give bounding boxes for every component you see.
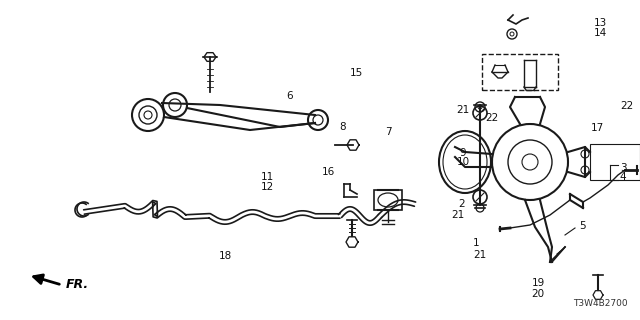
Text: FR.: FR.: [66, 278, 89, 292]
Text: 9: 9: [460, 148, 467, 158]
Text: 2: 2: [459, 199, 465, 209]
Text: 21: 21: [451, 210, 465, 220]
Text: 11: 11: [260, 172, 274, 182]
Bar: [482, 54, 558, 90]
Bar: [374, 190, 402, 210]
Text: 19: 19: [531, 278, 545, 288]
Text: 4: 4: [620, 172, 627, 182]
Text: T3W4B2700: T3W4B2700: [573, 299, 628, 308]
Text: 22: 22: [620, 101, 634, 111]
Text: 15: 15: [349, 68, 363, 78]
Text: 21: 21: [474, 250, 486, 260]
Text: 13: 13: [593, 18, 607, 28]
Text: 8: 8: [340, 122, 346, 132]
Text: 22: 22: [485, 113, 499, 123]
Text: 16: 16: [321, 167, 335, 177]
Text: 21: 21: [456, 105, 470, 115]
Bar: [590, 144, 640, 180]
Text: 17: 17: [590, 123, 604, 133]
Text: 14: 14: [593, 28, 607, 38]
Text: 3: 3: [620, 163, 627, 173]
Text: 20: 20: [531, 289, 545, 299]
Text: 10: 10: [456, 157, 470, 167]
Text: 5: 5: [579, 221, 586, 231]
Text: 1: 1: [473, 238, 479, 248]
Text: 18: 18: [218, 251, 232, 261]
Text: 12: 12: [260, 182, 274, 192]
Text: 7: 7: [385, 127, 391, 137]
Text: 6: 6: [287, 91, 293, 101]
